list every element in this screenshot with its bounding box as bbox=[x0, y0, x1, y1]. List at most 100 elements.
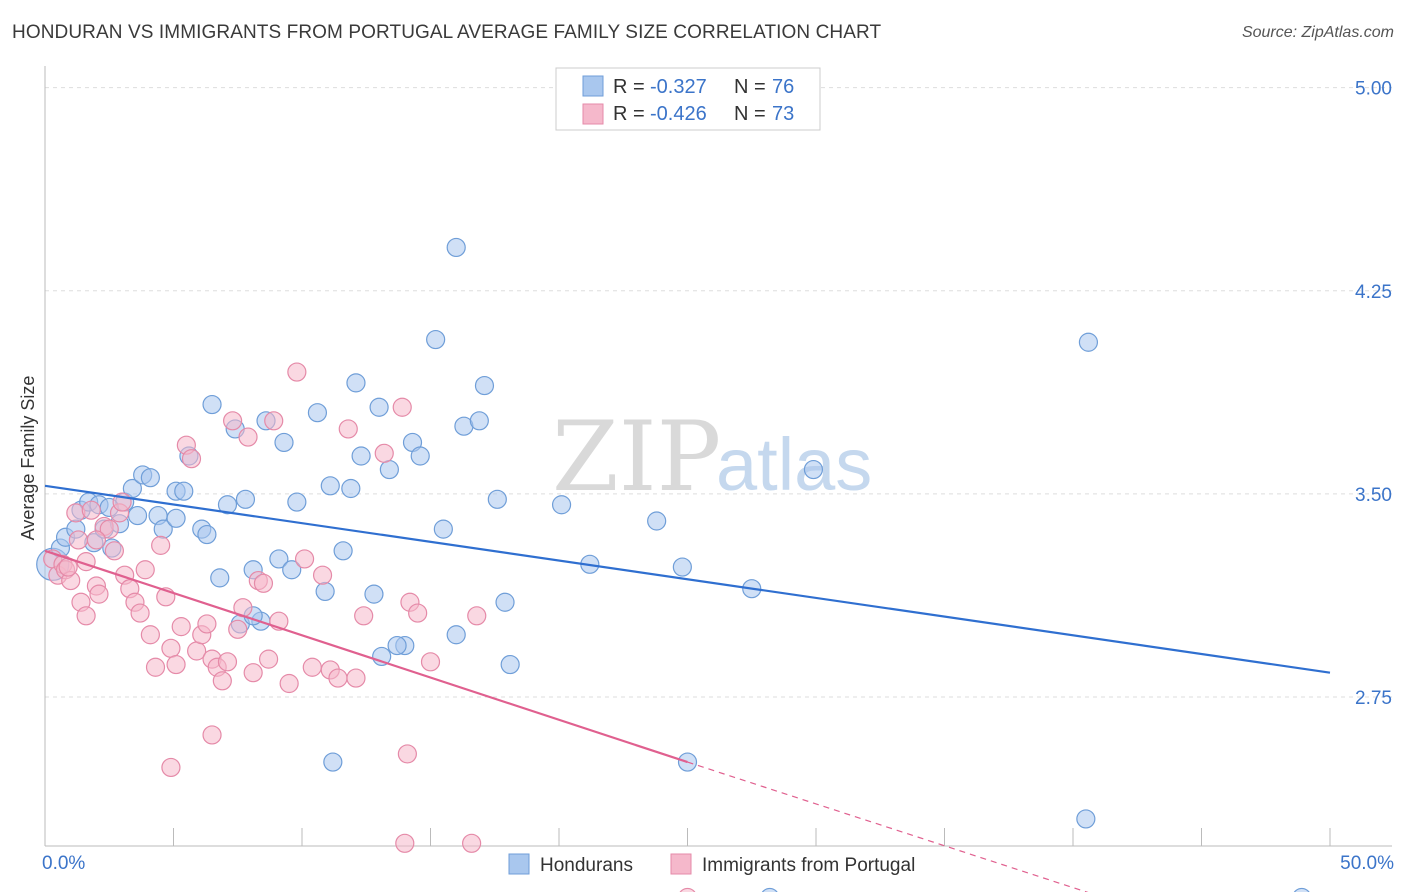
point-hondurans-63 bbox=[672, 557, 692, 577]
point-hondurans-42 bbox=[351, 446, 371, 466]
point-hondurans-57 bbox=[487, 489, 507, 509]
y-tick-label-1: 3.50 bbox=[1355, 485, 1392, 506]
point-hondurans-68 bbox=[1078, 332, 1099, 352]
point-portugal-49 bbox=[287, 362, 307, 382]
point-portugal-57 bbox=[354, 606, 374, 626]
legend-n-value-1: 76 bbox=[772, 76, 794, 98]
legend-n-value-2: 73 bbox=[772, 103, 794, 125]
point-hondurans-35 bbox=[287, 492, 307, 512]
point-portugal-42 bbox=[243, 663, 263, 683]
point-portugal-22 bbox=[140, 625, 160, 645]
point-portugal-10 bbox=[81, 500, 101, 520]
trend-line-portugal bbox=[44, 549, 688, 764]
point-hondurans-50 bbox=[426, 329, 446, 350]
point-portugal-69 bbox=[679, 887, 696, 892]
point-portugal-20 bbox=[130, 603, 150, 623]
point-portugal-61 bbox=[408, 603, 428, 623]
point-hondurans-45 bbox=[379, 459, 399, 480]
point-hondurans-39 bbox=[333, 541, 353, 561]
point-portugal-63 bbox=[467, 606, 487, 626]
legend-r-label-2: R = bbox=[613, 103, 645, 125]
series-legend: Hondurans Immigrants from Portugal bbox=[508, 853, 915, 876]
point-hondurans-28 bbox=[235, 489, 256, 509]
point-hondurans-37 bbox=[315, 581, 335, 602]
point-portugal-48 bbox=[279, 673, 299, 694]
bottom-legend-label-portugal: Immigrants from Portugal bbox=[702, 855, 915, 876]
y-tick-label-0: 2.75 bbox=[1355, 688, 1392, 709]
trend-lines bbox=[44, 484, 1331, 892]
legend-swatch-portugal bbox=[582, 103, 604, 125]
x-tick-label-1: 50.0% bbox=[1340, 853, 1394, 874]
point-portugal-65 bbox=[161, 757, 181, 778]
point-hondurans-40 bbox=[341, 478, 361, 499]
y-tick-label-3: 5.00 bbox=[1355, 79, 1392, 100]
point-portugal-36 bbox=[212, 671, 232, 691]
point-hondurans-53 bbox=[446, 625, 466, 645]
point-hondurans-70 bbox=[761, 887, 778, 892]
point-portugal-70 bbox=[86, 530, 107, 550]
point-portugal-51 bbox=[302, 657, 322, 677]
point-portugal-27 bbox=[166, 654, 186, 675]
point-hondurans-41 bbox=[346, 373, 366, 393]
point-hondurans-47 bbox=[410, 446, 430, 466]
bottom-legend-label-hondurans: Hondurans bbox=[540, 855, 633, 876]
point-portugal-46 bbox=[264, 411, 284, 431]
point-portugal-58 bbox=[374, 443, 394, 463]
point-portugal-50 bbox=[294, 549, 315, 569]
point-hondurans-69 bbox=[1076, 809, 1096, 829]
point-hondurans-36 bbox=[307, 403, 328, 423]
point-portugal-56 bbox=[346, 668, 366, 688]
correlation-legend: R = -0.327 N = 76 R = -0.426 N = 73 bbox=[555, 67, 821, 131]
legend-n-label-2: N = bbox=[734, 103, 766, 125]
point-portugal-26 bbox=[161, 638, 181, 658]
point-portugal-62 bbox=[420, 652, 441, 672]
point-hondurans-43 bbox=[364, 584, 384, 604]
point-hondurans-72 bbox=[323, 752, 343, 772]
point-hondurans-24 bbox=[210, 568, 230, 588]
point-hondurans-52 bbox=[387, 635, 407, 656]
point-portugal-68 bbox=[462, 833, 482, 853]
point-portugal-67 bbox=[395, 833, 415, 853]
point-portugal-41 bbox=[238, 427, 258, 447]
point-portugal-6 bbox=[68, 530, 89, 550]
legend-r-value-1: -0.327 bbox=[650, 76, 707, 98]
point-hondurans-19 bbox=[174, 481, 194, 501]
point-portugal-12 bbox=[89, 584, 109, 604]
point-portugal-38 bbox=[223, 411, 243, 431]
point-portugal-64 bbox=[202, 725, 222, 745]
point-hondurans-58 bbox=[495, 592, 515, 612]
point-hondurans-67 bbox=[446, 237, 466, 258]
point-portugal-44 bbox=[253, 573, 274, 593]
point-portugal-30 bbox=[181, 449, 202, 469]
point-hondurans-15 bbox=[140, 468, 160, 488]
bottom-legend-swatch-hondurans bbox=[508, 853, 530, 875]
point-hondurans-60 bbox=[551, 495, 572, 515]
point-portugal-54 bbox=[328, 668, 348, 688]
point-portugal-59 bbox=[392, 397, 412, 417]
point-hondurans-13 bbox=[127, 505, 148, 526]
point-portugal-52 bbox=[312, 565, 333, 585]
legend-swatch-hondurans bbox=[582, 75, 604, 97]
axes bbox=[44, 66, 1392, 847]
point-portugal-28 bbox=[171, 617, 191, 637]
point-hondurans-34 bbox=[282, 560, 302, 580]
legend-n-label-1: N = bbox=[734, 76, 766, 98]
trend-line-dashed-portugal bbox=[687, 761, 1089, 892]
watermark-zip: ZIP bbox=[552, 401, 721, 513]
point-hondurans-33 bbox=[274, 432, 294, 453]
point-hondurans-62 bbox=[647, 511, 667, 531]
watermark-atlas: atlas bbox=[716, 423, 872, 506]
point-hondurans-22 bbox=[197, 524, 217, 545]
x-tick-label-0: 0.0% bbox=[42, 853, 85, 874]
point-portugal-23 bbox=[145, 657, 166, 677]
point-hondurans-32 bbox=[269, 549, 289, 569]
tick-labels: 2.75 3.50 4.25 5.00 0.0% 50.0% bbox=[42, 79, 1394, 874]
point-portugal-21 bbox=[135, 560, 155, 580]
chart-title: HONDURAN VS IMMIGRANTS FROM PORTUGAL AVE… bbox=[12, 22, 882, 43]
data-points bbox=[36, 237, 1310, 892]
legend-r-value-2: -0.426 bbox=[650, 103, 707, 125]
point-portugal-9 bbox=[76, 606, 96, 626]
point-hondurans-66 bbox=[803, 459, 824, 480]
point-hondurans-51 bbox=[433, 519, 453, 539]
